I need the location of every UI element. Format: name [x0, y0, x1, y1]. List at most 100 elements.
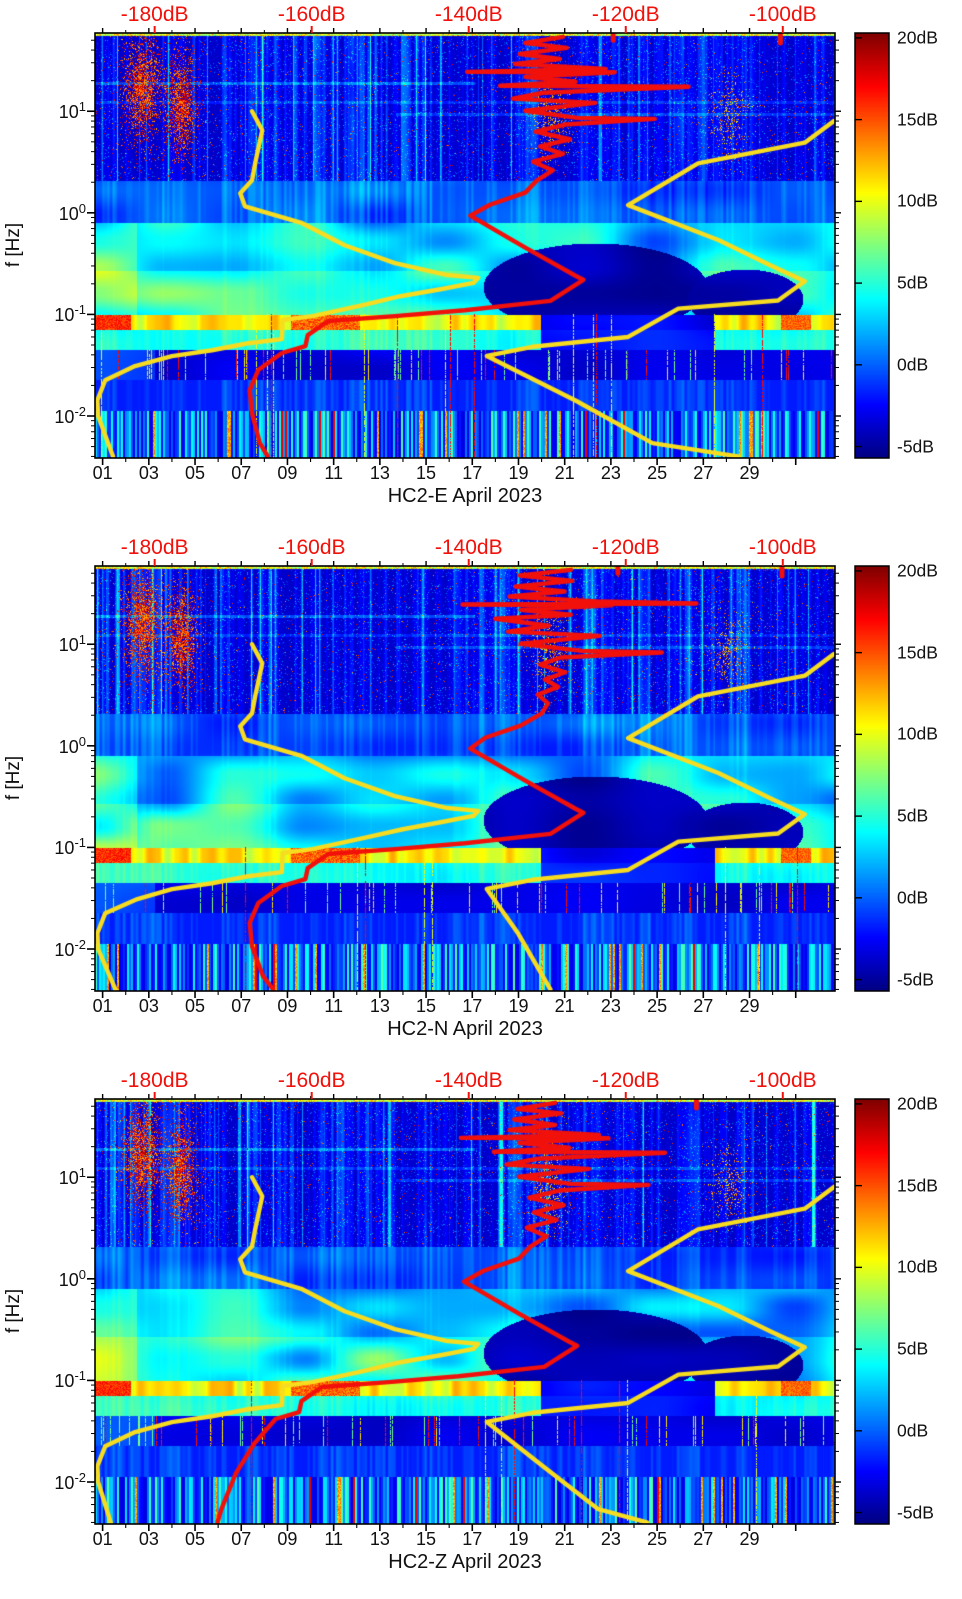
colorbar-tick-label: 15dB [897, 109, 938, 130]
x-tick-label: 25 [647, 996, 668, 1016]
top-axis-labels: -180dB -160dB -140dB -120dB -100dB [0, 536, 962, 564]
y-tick-base: 10 [58, 635, 79, 656]
top-axis-labels: -180dB -160dB -140dB -120dB -100dB [0, 1069, 962, 1097]
y-tick-label: 101 [0, 632, 86, 656]
colorbar-tick-label: 20dB [897, 560, 938, 581]
y-tick-exponent: -1 [74, 835, 86, 851]
y-tick-base: 10 [58, 1269, 79, 1290]
x-tick-label: 13 [369, 996, 390, 1016]
x-tick-label: 15 [416, 996, 437, 1016]
x-tick-label: 23 [600, 996, 621, 1016]
top-axis-tick-label: -180dB [120, 3, 189, 26]
x-tick-label: 07 [231, 1529, 252, 1549]
colorbar-tick-label: 0dB [897, 1420, 929, 1441]
top-axis-tick-label: -120dB [591, 1069, 660, 1092]
top-axis-tick-label: -140dB [434, 3, 503, 26]
top-axis-tick-label: -100dB [748, 536, 817, 559]
panel-title: HC2-Z April 2023 [388, 1551, 542, 1573]
colorbar-tick-labels: 20dB 15dB 10dB 5dB 0dB -5dB [0, 533, 962, 1066]
x-tick-label: 03 [138, 463, 159, 483]
x-tick-label: 13 [369, 1529, 390, 1549]
x-tick-label: 19 [508, 463, 529, 483]
colorbar-tick-label: 15dB [897, 642, 938, 663]
x-tick-label: 23 [600, 463, 621, 483]
x-tick-label: 21 [554, 463, 575, 483]
y-tick-label: 101 [0, 1165, 86, 1189]
x-tick-label: 07 [231, 996, 252, 1016]
y-tick-label: 10-1 [0, 302, 86, 326]
top-axis-tick-label: -140dB [434, 1069, 503, 1092]
x-tick-label: 17 [462, 996, 483, 1016]
y-tick-base: 10 [58, 203, 79, 224]
x-tick-label: 29 [739, 996, 760, 1016]
x-tick-label: 21 [554, 996, 575, 1016]
x-tick-label: 09 [277, 463, 298, 483]
x-tick-label: 03 [138, 996, 159, 1016]
y-tick-label: 100 [0, 1267, 86, 1291]
colorbar-tick-label: 5dB [897, 1338, 929, 1359]
colorbar-tick-label: -5dB [897, 436, 934, 457]
y-axis-tick-labels: 101 100 10-1 10-2 [0, 0, 88, 533]
x-tick-label: 17 [462, 463, 483, 483]
colorbar-tick-label: -5dB [897, 969, 934, 990]
x-tick-label: 09 [277, 1529, 298, 1549]
y-tick-exponent: -2 [74, 937, 86, 952]
x-tick-label: 25 [647, 463, 668, 483]
colorbar-tick-label: 0dB [897, 887, 929, 908]
y-tick-label: 10-2 [0, 1470, 86, 1494]
colorbar-tick-label: 0dB [897, 354, 929, 375]
x-tick-label: 05 [185, 996, 206, 1016]
x-tick-label: 11 [324, 463, 343, 483]
colorbar-tick-label: 20dB [897, 27, 938, 48]
y-tick-label: 100 [0, 201, 86, 225]
y-tick-exponent: -1 [74, 1368, 86, 1384]
top-axis-tick-label: -120dB [591, 536, 660, 559]
top-axis-tick-label: -100dB [748, 1069, 817, 1092]
y-tick-exponent: 1 [78, 632, 86, 648]
y-axis-tick-labels: 101 100 10-1 10-2 [0, 533, 88, 1066]
colorbar-tick-labels: 20dB 15dB 10dB 5dB 0dB -5dB [0, 1066, 962, 1599]
y-tick-base: 10 [54, 407, 75, 427]
colorbar-tick-label: -5dB [897, 1502, 934, 1523]
colorbar-tick-label: 10dB [897, 723, 938, 744]
x-tick-label: 05 [185, 1529, 206, 1549]
x-tick-label: 19 [508, 1529, 529, 1549]
y-tick-base: 10 [54, 838, 75, 859]
x-tick-label: 13 [369, 463, 390, 483]
y-tick-exponent: 1 [78, 1165, 86, 1181]
x-tick-label: 27 [693, 996, 714, 1016]
x-tick-label: 21 [554, 1529, 575, 1549]
colorbar-tick-label: 15dB [897, 1175, 938, 1196]
y-tick-exponent: 0 [78, 733, 86, 749]
panel-hc2-z: -180dB -160dB -140dB -120dB -100dB f [Hz] 10… [0, 1066, 962, 1599]
y-tick-base: 10 [58, 1168, 79, 1189]
y-tick-base: 10 [54, 940, 75, 960]
top-axis-tick-label: -160dB [277, 1069, 346, 1092]
x-tick-label: 01 [92, 996, 113, 1016]
y-tick-exponent: -2 [74, 1470, 86, 1485]
colorbar-tick-label: 10dB [897, 1256, 938, 1277]
x-axis-tick-labels: 01 03 05 07 09 11 13 15 17 19 21 23 25 27 29 [0, 1529, 962, 1551]
x-tick-label: 07 [231, 463, 252, 483]
x-axis-tick-labels: 01 03 05 07 09 11 13 15 17 19 21 23 25 27 29 [0, 463, 962, 485]
top-axis-tick-label: -180dB [120, 536, 189, 559]
y-axis-tick-labels: 101 100 10-1 10-2 [0, 1066, 88, 1599]
y-tick-exponent: -2 [74, 404, 86, 419]
y-tick-label: 10-2 [0, 404, 86, 428]
top-axis-tick-label: -140dB [434, 536, 503, 559]
y-tick-exponent: 0 [78, 200, 86, 216]
top-axis-tick-label: -160dB [277, 3, 346, 26]
x-tick-label: 27 [693, 1529, 714, 1549]
x-tick-label: 01 [92, 463, 113, 483]
x-tick-label: 01 [92, 1529, 113, 1549]
x-tick-label: 15 [416, 463, 437, 483]
x-tick-label: 29 [739, 1529, 760, 1549]
top-axis-tick-label: -120dB [591, 3, 660, 26]
colorbar-tick-label: 5dB [897, 805, 929, 826]
y-tick-exponent: 1 [78, 99, 86, 115]
y-tick-label: 101 [0, 99, 86, 123]
x-tick-label: 11 [324, 1529, 343, 1549]
x-tick-label: 25 [647, 1529, 668, 1549]
y-tick-exponent: -1 [74, 302, 86, 318]
y-tick-base: 10 [54, 305, 75, 326]
